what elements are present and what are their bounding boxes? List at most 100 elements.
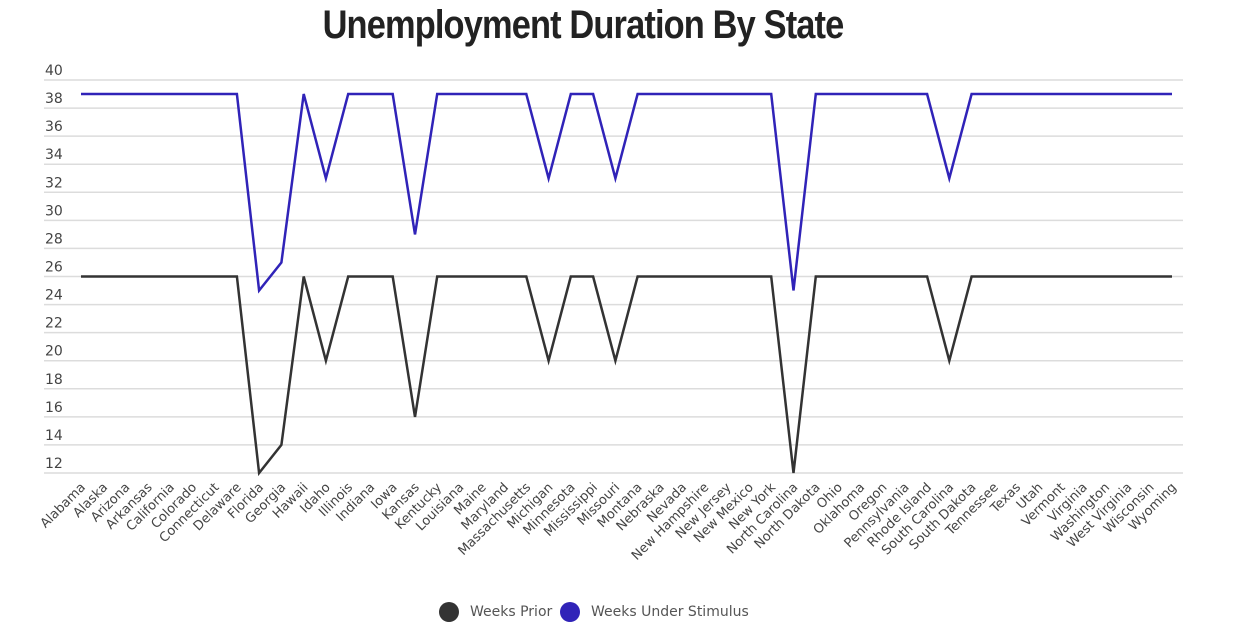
data-point-weeks-prior[interactable]: [589, 273, 597, 281]
data-point-weeks-under-stimulus[interactable]: [366, 90, 374, 98]
data-point-weeks-prior[interactable]: [255, 469, 263, 477]
data-point-weeks-prior[interactable]: [678, 273, 686, 281]
data-point-weeks-prior[interactable]: [77, 273, 85, 281]
series-line-weeks-under-stimulus[interactable]: [81, 92, 1172, 294]
series-line-weeks-prior[interactable]: [81, 275, 1172, 477]
data-point-weeks-under-stimulus[interactable]: [1146, 90, 1154, 98]
data-point-weeks-prior[interactable]: [344, 273, 352, 281]
data-point-weeks-prior[interactable]: [389, 273, 397, 281]
data-point-weeks-prior[interactable]: [411, 413, 419, 421]
data-point-weeks-prior[interactable]: [723, 273, 731, 281]
data-point-weeks-prior[interactable]: [634, 273, 642, 281]
data-point-weeks-under-stimulus[interactable]: [745, 90, 753, 98]
data-point-weeks-prior[interactable]: [1079, 273, 1087, 281]
data-point-weeks-prior[interactable]: [1101, 273, 1109, 281]
data-point-weeks-prior[interactable]: [923, 273, 931, 281]
data-point-weeks-under-stimulus[interactable]: [233, 90, 241, 98]
data-point-weeks-under-stimulus[interactable]: [1101, 90, 1109, 98]
data-point-weeks-under-stimulus[interactable]: [144, 90, 152, 98]
data-point-weeks-under-stimulus[interactable]: [545, 174, 553, 182]
data-point-weeks-under-stimulus[interactable]: [1057, 90, 1065, 98]
data-point-weeks-prior[interactable]: [1012, 273, 1020, 281]
data-point-weeks-prior[interactable]: [789, 469, 797, 477]
data-point-weeks-prior[interactable]: [366, 273, 374, 281]
data-point-weeks-under-stimulus[interactable]: [923, 90, 931, 98]
data-point-weeks-under-stimulus[interactable]: [901, 90, 909, 98]
legend-item-weeks-prior[interactable]: Weeks Prior: [439, 600, 552, 624]
data-point-weeks-prior[interactable]: [1057, 273, 1065, 281]
data-point-weeks-prior[interactable]: [166, 273, 174, 281]
data-point-weeks-prior[interactable]: [456, 273, 464, 281]
data-point-weeks-prior[interactable]: [968, 273, 976, 281]
data-point-weeks-prior[interactable]: [1123, 273, 1131, 281]
data-point-weeks-under-stimulus[interactable]: [789, 287, 797, 295]
data-point-weeks-under-stimulus[interactable]: [968, 90, 976, 98]
data-point-weeks-prior[interactable]: [1034, 273, 1042, 281]
data-point-weeks-under-stimulus[interactable]: [879, 90, 887, 98]
data-point-weeks-under-stimulus[interactable]: [1079, 90, 1087, 98]
data-point-weeks-prior[interactable]: [211, 273, 219, 281]
data-point-weeks-prior[interactable]: [122, 273, 130, 281]
data-point-weeks-under-stimulus[interactable]: [344, 90, 352, 98]
data-point-weeks-prior[interactable]: [945, 357, 953, 365]
data-point-weeks-under-stimulus[interactable]: [723, 90, 731, 98]
data-point-weeks-prior[interactable]: [144, 273, 152, 281]
data-point-weeks-prior[interactable]: [901, 273, 909, 281]
data-point-weeks-under-stimulus[interactable]: [812, 90, 820, 98]
data-point-weeks-under-stimulus[interactable]: [1034, 90, 1042, 98]
data-point-weeks-under-stimulus[interactable]: [1123, 90, 1131, 98]
data-point-weeks-under-stimulus[interactable]: [567, 90, 575, 98]
data-point-weeks-under-stimulus[interactable]: [656, 90, 664, 98]
data-point-weeks-under-stimulus[interactable]: [1012, 90, 1020, 98]
data-point-weeks-under-stimulus[interactable]: [945, 174, 953, 182]
data-point-weeks-under-stimulus[interactable]: [389, 90, 397, 98]
data-point-weeks-under-stimulus[interactable]: [990, 90, 998, 98]
data-point-weeks-under-stimulus[interactable]: [277, 258, 285, 266]
data-point-weeks-under-stimulus[interactable]: [611, 174, 619, 182]
data-point-weeks-prior[interactable]: [879, 273, 887, 281]
data-point-weeks-under-stimulus[interactable]: [767, 90, 775, 98]
data-point-weeks-under-stimulus[interactable]: [834, 90, 842, 98]
data-point-weeks-under-stimulus[interactable]: [255, 287, 263, 295]
data-point-weeks-under-stimulus[interactable]: [700, 90, 708, 98]
data-point-weeks-under-stimulus[interactable]: [522, 90, 530, 98]
data-point-weeks-prior[interactable]: [1146, 273, 1154, 281]
data-point-weeks-under-stimulus[interactable]: [300, 90, 308, 98]
data-point-weeks-prior[interactable]: [322, 357, 330, 365]
data-point-weeks-prior[interactable]: [567, 273, 575, 281]
data-point-weeks-under-stimulus[interactable]: [856, 90, 864, 98]
data-point-weeks-prior[interactable]: [500, 273, 508, 281]
data-point-weeks-prior[interactable]: [700, 273, 708, 281]
data-point-weeks-prior[interactable]: [745, 273, 753, 281]
data-point-weeks-under-stimulus[interactable]: [211, 90, 219, 98]
data-point-weeks-prior[interactable]: [478, 273, 486, 281]
data-point-weeks-prior[interactable]: [1168, 273, 1176, 281]
data-point-weeks-prior[interactable]: [522, 273, 530, 281]
data-point-weeks-under-stimulus[interactable]: [433, 90, 441, 98]
data-point-weeks-prior[interactable]: [188, 273, 196, 281]
data-point-weeks-prior[interactable]: [856, 273, 864, 281]
data-point-weeks-under-stimulus[interactable]: [322, 174, 330, 182]
data-point-weeks-under-stimulus[interactable]: [478, 90, 486, 98]
data-point-weeks-prior[interactable]: [545, 357, 553, 365]
data-point-weeks-under-stimulus[interactable]: [634, 90, 642, 98]
data-point-weeks-under-stimulus[interactable]: [166, 90, 174, 98]
data-point-weeks-under-stimulus[interactable]: [99, 90, 107, 98]
data-point-weeks-prior[interactable]: [233, 273, 241, 281]
data-point-weeks-prior[interactable]: [433, 273, 441, 281]
legend-item-weeks-under-stimulus[interactable]: Weeks Under Stimulus: [560, 600, 749, 624]
data-point-weeks-under-stimulus[interactable]: [77, 90, 85, 98]
data-point-weeks-prior[interactable]: [611, 357, 619, 365]
data-point-weeks-prior[interactable]: [277, 441, 285, 449]
data-point-weeks-under-stimulus[interactable]: [188, 90, 196, 98]
data-point-weeks-under-stimulus[interactable]: [678, 90, 686, 98]
data-point-weeks-prior[interactable]: [300, 273, 308, 281]
data-point-weeks-prior[interactable]: [812, 273, 820, 281]
data-point-weeks-under-stimulus[interactable]: [456, 90, 464, 98]
data-point-weeks-prior[interactable]: [990, 273, 998, 281]
data-point-weeks-prior[interactable]: [99, 273, 107, 281]
data-point-weeks-prior[interactable]: [656, 273, 664, 281]
data-point-weeks-under-stimulus[interactable]: [1168, 90, 1176, 98]
data-point-weeks-prior[interactable]: [767, 273, 775, 281]
data-point-weeks-prior[interactable]: [834, 273, 842, 281]
